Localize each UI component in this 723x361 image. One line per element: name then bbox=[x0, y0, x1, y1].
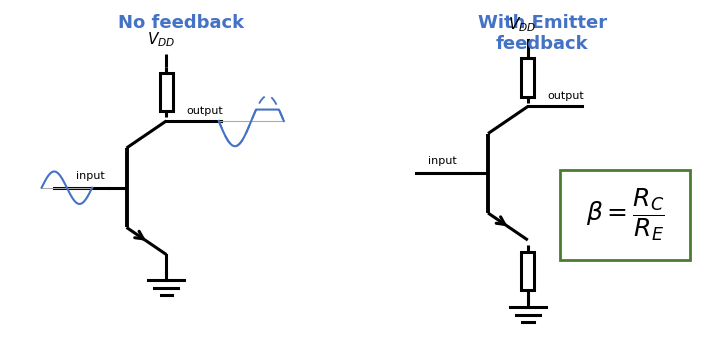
Text: output: output bbox=[187, 106, 223, 116]
Bar bbox=[560, 170, 690, 260]
Text: input: input bbox=[428, 156, 457, 166]
Text: input: input bbox=[76, 171, 105, 181]
Text: output: output bbox=[548, 91, 584, 101]
Bar bbox=[521, 58, 534, 97]
Text: $V_{DD}$: $V_{DD}$ bbox=[508, 16, 536, 34]
Text: $\beta = \dfrac{R_C}{R_E}$: $\beta = \dfrac{R_C}{R_E}$ bbox=[586, 187, 665, 243]
Text: With Emitter
feedback: With Emitter feedback bbox=[478, 14, 607, 53]
Bar bbox=[160, 73, 173, 111]
Bar bbox=[521, 252, 534, 290]
Text: $V_{DD}$: $V_{DD}$ bbox=[147, 30, 175, 49]
Text: No feedback: No feedback bbox=[118, 14, 244, 32]
